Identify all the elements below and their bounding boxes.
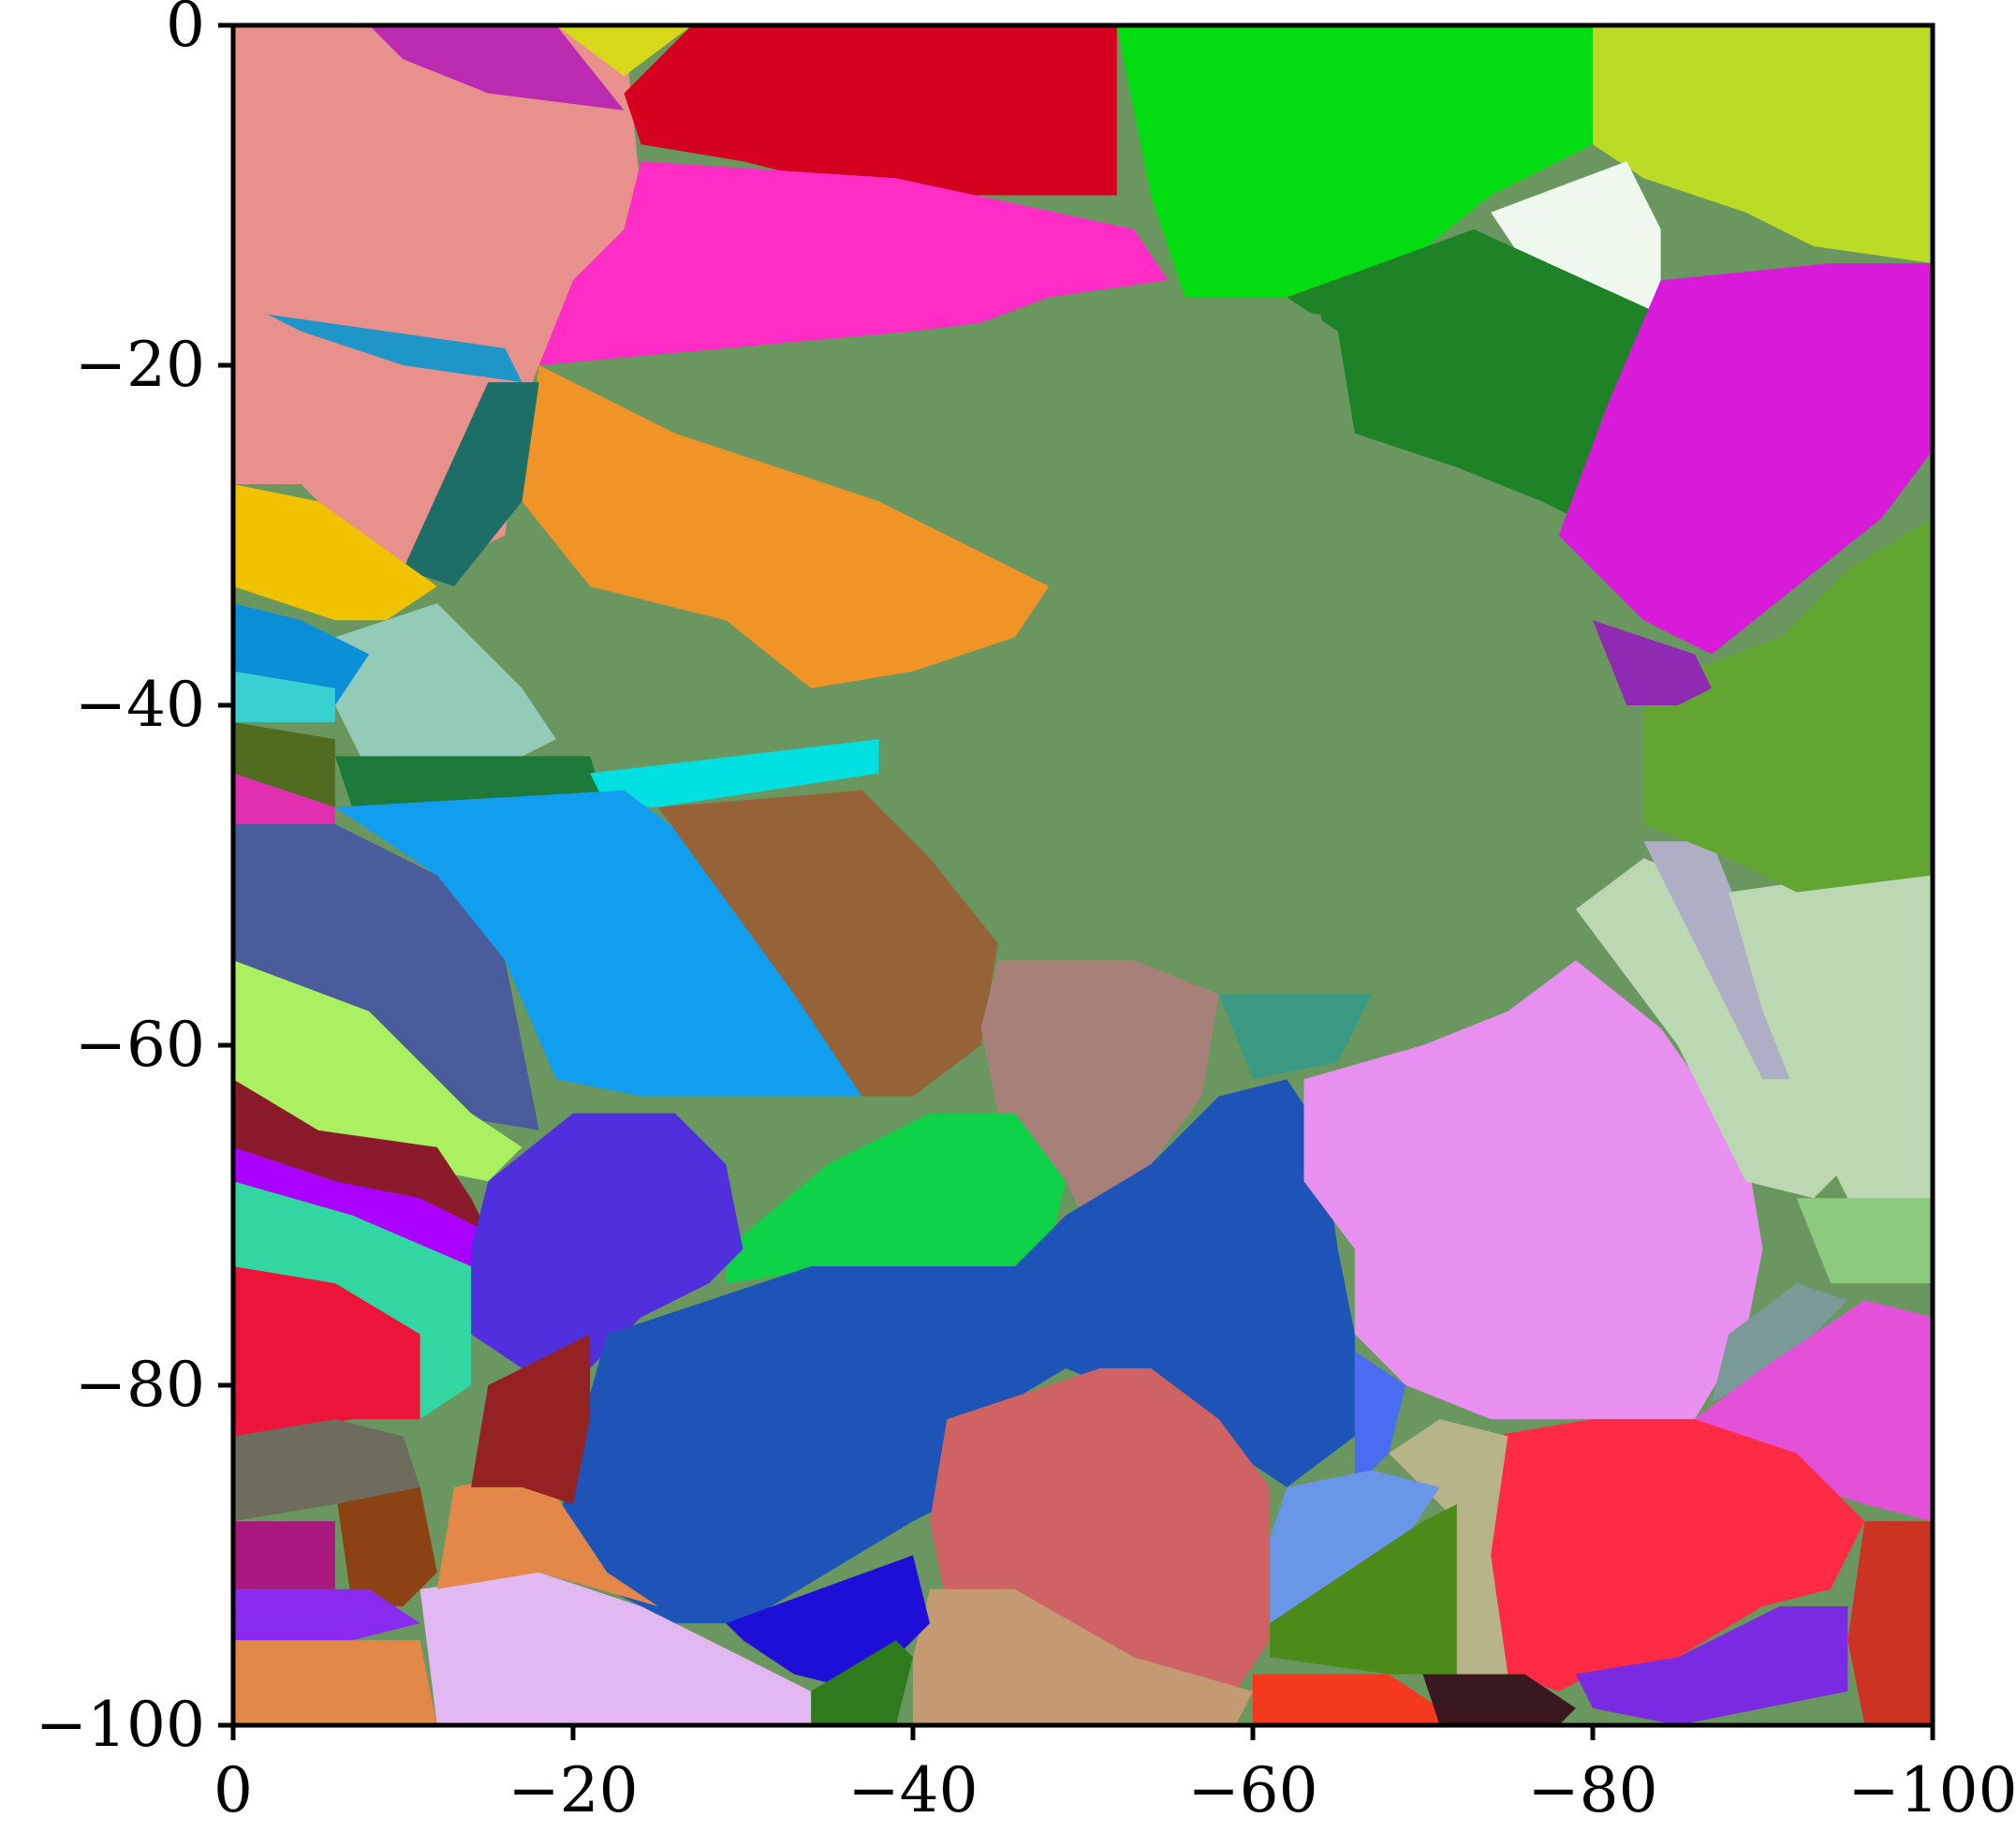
grain-region-38 (1643, 518, 1933, 893)
grain-region-41 (1712, 1283, 1848, 1403)
grain-region-62 (233, 1588, 420, 1641)
grain-region-47 (1354, 1351, 1406, 1487)
grain-region-56 (419, 1572, 812, 1725)
grain-region-31 (471, 1113, 743, 1368)
grain-region-17 (233, 722, 335, 807)
grain-region-7 (1491, 161, 1661, 332)
x-axis: 0 −20 −40 −60 −80 −100 (213, 1725, 2016, 1826)
grain-region-28 (233, 1079, 489, 1233)
grain-region-40 (1796, 1198, 1933, 1284)
grain-region-45 (1575, 1606, 1848, 1725)
grain-region-33 (555, 1079, 1355, 1624)
grain-region-5 (1116, 25, 1611, 298)
grain-region-1 (369, 25, 625, 111)
grain-region-18 (334, 756, 608, 807)
y-axis: 0 −20 −40 −60 −80 −100 (36, 0, 233, 1761)
grain-region-22 (233, 824, 539, 1130)
grain-region-42 (1694, 1300, 1933, 1522)
grain-regions (233, 25, 1933, 1725)
grain-region-43 (1491, 1419, 1865, 1692)
y-tick-label: −100 (36, 1689, 205, 1761)
grain-region-49 (1270, 1504, 1457, 1675)
grain-region-23 (657, 790, 998, 1097)
grain-region-59 (471, 1334, 591, 1504)
grain-region-4 (538, 161, 1169, 365)
grain-region-57 (436, 1470, 658, 1606)
grain-region-48 (1270, 1470, 1440, 1624)
grain-region-53 (1422, 1674, 1576, 1725)
grain-region-44 (1847, 1521, 1933, 1725)
grain-region-64 (267, 314, 522, 383)
grain-region-3 (624, 25, 1117, 196)
grain-region-32 (233, 1266, 420, 1437)
plot-frame (230, 22, 1935, 1728)
grain-region-27 (726, 1113, 1067, 1284)
y-tick-label: −20 (75, 329, 205, 401)
y-tick-label: −80 (75, 1349, 205, 1421)
y-tick-label: −60 (75, 1009, 205, 1081)
grain-region-11 (522, 365, 1050, 688)
grain-region-0 (233, 25, 641, 586)
x-tick-label: −60 (1187, 1754, 1317, 1826)
x-tick-label: −20 (508, 1754, 638, 1826)
grain-region-8 (1287, 229, 1661, 536)
grain-region-9 (1558, 263, 1933, 655)
x-tick-label: −40 (847, 1754, 978, 1826)
y-tick-label: 0 (166, 0, 205, 61)
grain-region-63 (233, 1640, 437, 1725)
grain-region-37 (1729, 875, 1933, 1216)
grain-region-21 (334, 790, 862, 1097)
x-tick-label: −100 (1847, 1754, 2016, 1826)
grain-region-52 (1253, 1674, 1440, 1725)
grain-region-29 (233, 1146, 489, 1266)
grain-region-13 (233, 484, 437, 621)
grain-region-26 (1218, 994, 1373, 1080)
grain-region-61 (233, 1521, 335, 1589)
grain-region-35 (1575, 858, 1865, 1199)
grain-region-19 (590, 739, 879, 807)
grain-region-12 (403, 382, 539, 586)
grain-region-34 (1303, 960, 1763, 1420)
grain-region-2 (555, 25, 692, 77)
grain-region-51 (913, 1588, 1253, 1725)
grain-region-58 (334, 1486, 437, 1606)
grain-region-60 (233, 1419, 420, 1522)
grain-region-6 (1593, 25, 1933, 264)
grain-region-14 (334, 603, 556, 774)
x-tick-label: 0 (213, 1754, 253, 1826)
grain-region-24 (233, 960, 522, 1182)
grain-region-39 (1593, 620, 1712, 705)
y-tick-label: −40 (75, 669, 205, 741)
x-tick-label: −80 (1527, 1754, 1657, 1826)
grain-region-16 (233, 671, 335, 723)
grain-region-55 (811, 1640, 913, 1725)
